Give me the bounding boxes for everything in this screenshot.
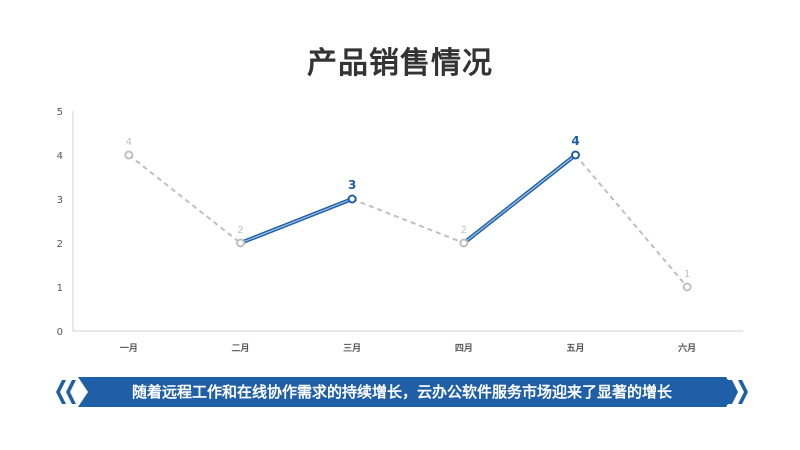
series-line-highlight-inner — [463, 154, 577, 244]
banner-body — [78, 377, 736, 407]
y-tick-label: 1 — [57, 283, 63, 294]
chart-title: 产品销售情况 — [307, 46, 493, 81]
banner-right-chevron-icon — [728, 380, 738, 404]
banner-left-chevron-icon — [56, 380, 66, 404]
series-line-dashed — [351, 198, 465, 244]
banner-left-chevron-icon — [66, 380, 76, 404]
series-line-highlight-inner — [239, 198, 353, 244]
x-tick-label: 五月 — [566, 343, 584, 354]
banner-right-chevron-icon — [738, 380, 748, 404]
data-point — [459, 238, 469, 248]
y-tick-label: 0 — [57, 327, 63, 338]
data-point — [347, 194, 357, 204]
data-label: 1 — [684, 269, 690, 280]
series-line-dashed — [574, 154, 688, 288]
data-point — [236, 238, 245, 248]
banner-text: 随着远程工作和在线协作需求的持续增长，云办公软件服务市场迎来了显著的增长 — [131, 383, 672, 401]
x-tick-label: 三月 — [343, 343, 361, 354]
x-tick-label: 四月 — [455, 343, 473, 354]
data-label: 2 — [461, 225, 467, 236]
y-tick-label: 5 — [57, 107, 63, 118]
y-tick-label: 3 — [57, 195, 63, 206]
data-label: 3 — [348, 178, 356, 192]
y-tick-label: 4 — [57, 151, 63, 162]
series-line-dashed — [128, 154, 242, 244]
data-point — [124, 150, 134, 160]
x-tick-label: 一月 — [120, 343, 138, 354]
x-tick-label: 二月 — [231, 343, 249, 354]
data-label: 4 — [126, 137, 132, 148]
data-point — [571, 150, 580, 160]
y-tick-label: 2 — [57, 239, 63, 250]
summary-banner: 随着远程工作和在线协作需求的持续增长，云办公软件服务市场迎来了显著的增长 — [56, 377, 748, 407]
x-tick-label: 六月 — [678, 342, 696, 354]
banner-background — [56, 377, 748, 407]
data-label: 2 — [237, 225, 243, 236]
data-point — [682, 282, 692, 292]
data-label: 4 — [571, 134, 579, 148]
